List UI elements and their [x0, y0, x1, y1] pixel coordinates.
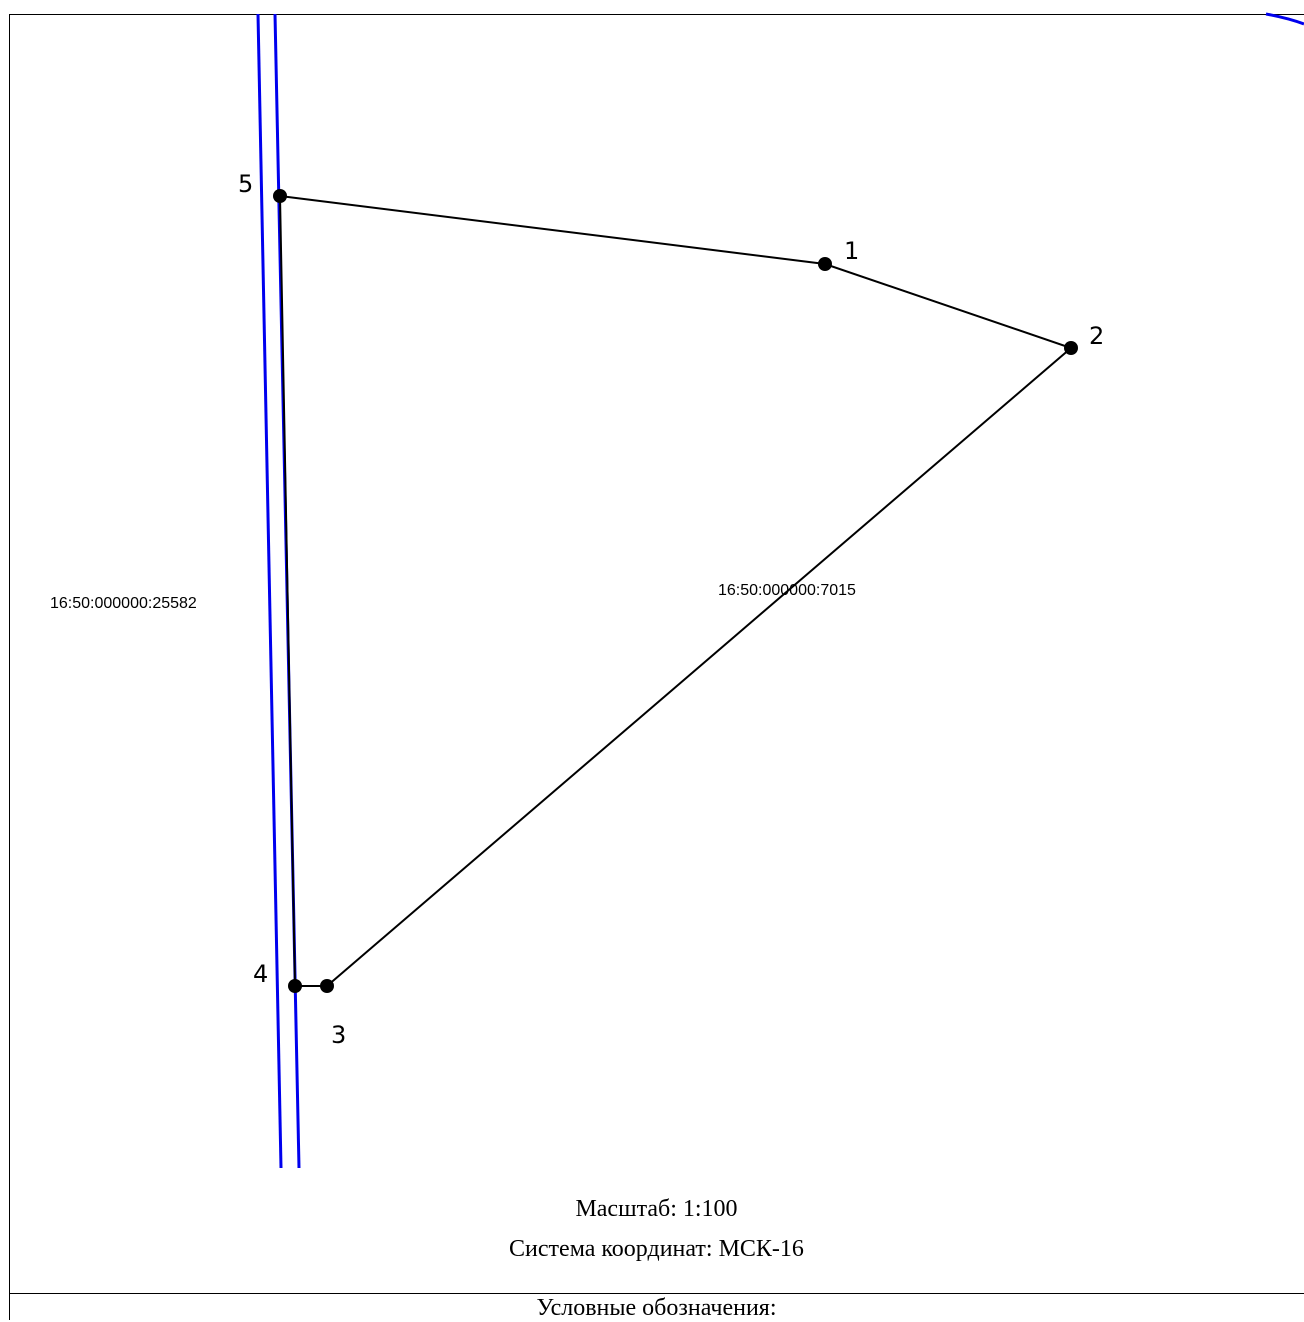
parcel-label-adjacent: 16:50:000000:25582 [50, 595, 197, 612]
legend-divider [9, 1293, 1304, 1294]
adjacent-boundary-left [256, 13, 283, 1169]
point-label-2: 2 [1089, 322, 1104, 350]
boundary-point-2[interactable] [1064, 341, 1078, 355]
drawing-frame [9, 14, 1304, 1320]
boundary-point-5[interactable] [273, 189, 287, 203]
map-area: 1 2 3 4 5 16:50:000000:7015 16:50:000000… [50, 12, 1304, 1169]
crs-caption: Система координат: МСК-16 [509, 1236, 804, 1262]
boundary-point-3[interactable] [320, 979, 334, 993]
scale-caption: Масштаб: 1:100 [575, 1196, 738, 1222]
parcel-boundary [279, 195, 1073, 987]
adjacent-boundary-arc [1265, 12, 1304, 26]
legend-title: Условные обозначения: [536, 1295, 777, 1321]
parcel-label-main: 16:50:000000:7015 [718, 582, 856, 599]
boundary-point-1[interactable] [818, 257, 832, 271]
parcel-map: 1 2 3 4 5 16:50:000000:7015 16:50:000000… [50, 12, 1304, 1169]
point-label-3: 3 [331, 1021, 346, 1049]
point-label-4: 4 [253, 960, 268, 988]
boundary-point-4[interactable] [288, 979, 302, 993]
point-label-5: 5 [238, 170, 253, 198]
point-label-1: 1 [844, 237, 859, 265]
